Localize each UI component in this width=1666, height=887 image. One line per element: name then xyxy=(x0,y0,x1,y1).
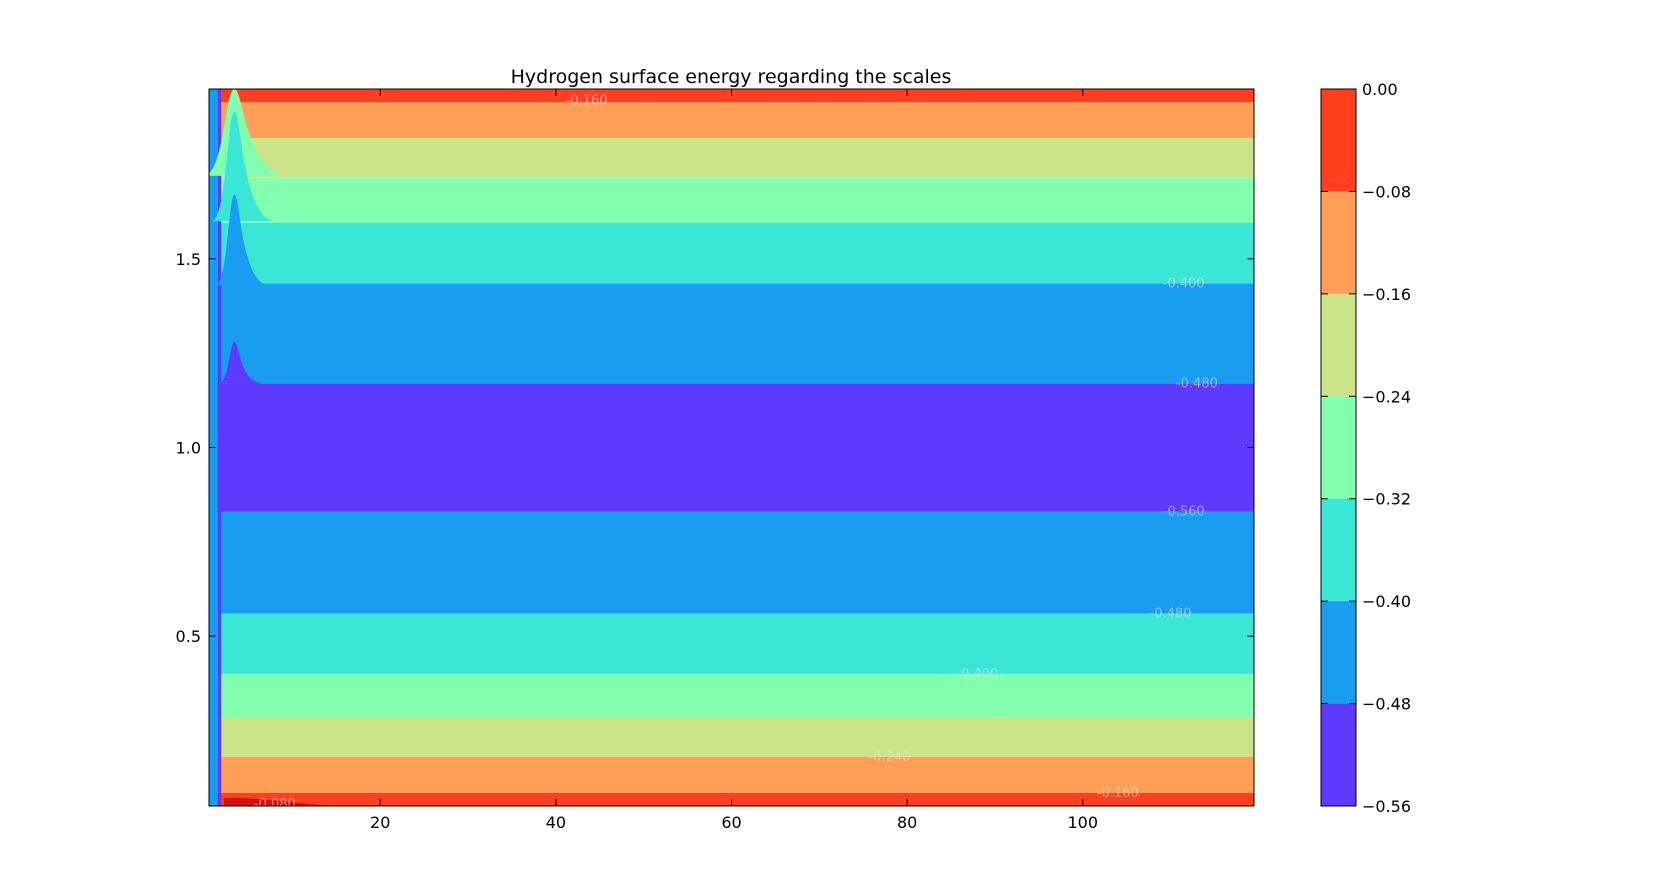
contour-label-0: -0.160 xyxy=(566,93,608,108)
colorbar-tick-label-3: −0.32 xyxy=(1362,490,1411,509)
y-tick-label-1: 1.0 xyxy=(176,439,201,458)
colorbar-segment-2 xyxy=(1321,498,1356,602)
colorbar-tick-label-2: −0.40 xyxy=(1362,592,1411,611)
x-tick-label-3: 80 xyxy=(897,813,917,832)
colorbar-segment-4 xyxy=(1321,293,1356,397)
colorbar-segment-5 xyxy=(1321,191,1356,294)
contour-band-1 xyxy=(209,756,1254,793)
contour-band-6 xyxy=(209,383,1254,512)
contour-band-11 xyxy=(209,102,1254,139)
x-tick-label-1: 40 xyxy=(546,813,566,832)
colorbar-segment-1 xyxy=(1321,601,1356,704)
contour-band-9 xyxy=(209,177,1254,223)
x-tick-label-2: 60 xyxy=(721,813,741,832)
contour-band-2 xyxy=(209,717,1254,757)
colorbar xyxy=(1320,88,1357,807)
colorbar-segment-0 xyxy=(1321,703,1356,806)
contour-bands xyxy=(209,89,1254,806)
chart-title: Hydrogen surface energy regarding the sc… xyxy=(511,66,952,88)
colorbar-tick-label-7: 0.00 xyxy=(1362,80,1398,99)
y-tick-label-2: 1.5 xyxy=(176,250,201,269)
contour-label-3: -0.560 xyxy=(1163,505,1205,520)
colorbar-segment-6 xyxy=(1321,89,1356,192)
contour-label-1: -0.400 xyxy=(1163,276,1205,291)
contour-label-8: -0.080 xyxy=(254,797,296,812)
contour-band-4 xyxy=(209,613,1254,674)
contour-label-2: -0.480 xyxy=(1176,376,1218,391)
contour-label-7: -0.160 xyxy=(1097,786,1139,801)
y-axis: 0.5 1.0 1.5 xyxy=(176,250,1254,646)
x-tick-label-0: 20 xyxy=(370,813,390,832)
contour-band-7 xyxy=(209,283,1254,384)
edge-corner-dark xyxy=(223,797,328,806)
x-axis: 20 40 60 80 100 xyxy=(370,89,1098,832)
contour-band-8 xyxy=(209,222,1254,284)
colorbar-tick-label-6: −0.08 xyxy=(1362,182,1411,201)
colorbar-tick-label-0: −0.56 xyxy=(1362,797,1411,816)
colorbar-tick-label-5: −0.16 xyxy=(1362,285,1411,304)
colorbar-segment-3 xyxy=(1321,396,1356,499)
x-tick-label-4: 100 xyxy=(1067,813,1098,832)
contour-label-4: -0.480 xyxy=(1150,607,1192,622)
left-edge-strip-inner xyxy=(217,89,222,806)
colorbar-ticks: −0.56 −0.48 −0.40 −0.32 −0.24 −0.16 −0.08 0.00 xyxy=(1321,80,1411,816)
colorbar-frame xyxy=(1320,88,1357,807)
edge-bump-3 xyxy=(218,341,263,384)
plot-area: -0.160 -0.400 -0.480 -0.560 -0.480 -0.400 -0.2… xyxy=(209,89,1254,812)
colorbar-tick-label-4: −0.24 xyxy=(1362,387,1411,406)
edge-bump-2 xyxy=(215,194,270,286)
colorbar-tick-label-1: −0.48 xyxy=(1362,695,1411,714)
contour-band-3 xyxy=(209,673,1254,718)
contour-band-10 xyxy=(209,138,1254,178)
contour-labels: -0.160 -0.400 -0.480 -0.560 -0.480 -0.400 -0.2… xyxy=(254,93,1218,812)
contour-label-6: -0.240 xyxy=(869,750,911,765)
y-tick-label-0: 0.5 xyxy=(176,627,201,646)
contour-band-5 xyxy=(209,511,1254,614)
contour-label-5: -0.400 xyxy=(956,667,998,682)
edge-bump-1 xyxy=(211,111,276,222)
